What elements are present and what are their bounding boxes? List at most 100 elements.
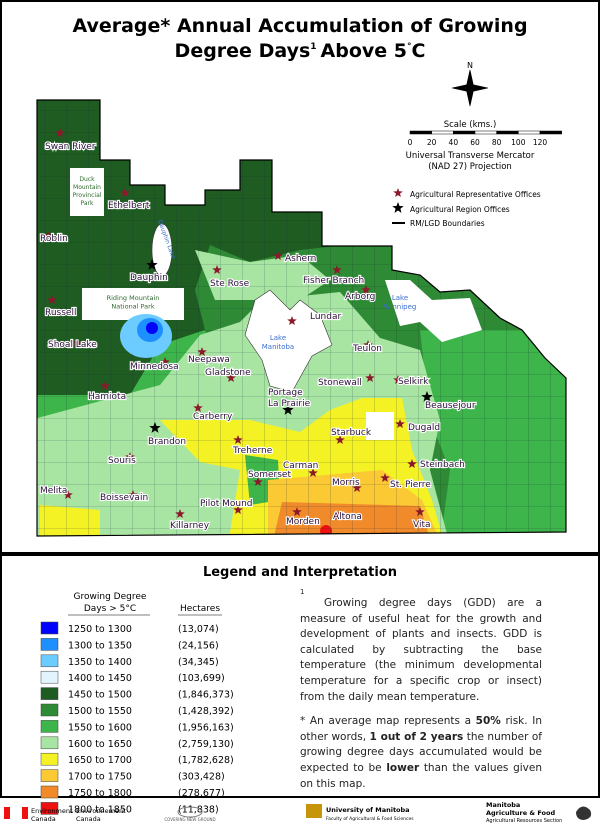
label: RM/LGD Boundaries	[410, 219, 485, 228]
label: Gladstone	[205, 368, 251, 378]
scale-seg	[496, 130, 519, 135]
lake	[244, 289, 333, 393]
title-part: Degree Days	[175, 40, 311, 62]
label: (278,677)	[178, 788, 225, 799]
title-part: °	[407, 42, 412, 52]
label: Stonewall	[318, 378, 362, 388]
label: Vita	[413, 520, 431, 530]
office-star	[380, 473, 390, 482]
label: Portage	[268, 388, 303, 398]
office-star	[63, 490, 73, 499]
label: Arborg	[345, 292, 375, 302]
label: Carman	[283, 461, 318, 471]
label: University of Manitoba	[326, 806, 410, 814]
label: 0	[408, 138, 413, 147]
text-run: * An average map represents a	[300, 715, 476, 728]
label: Manitoba	[486, 801, 520, 809]
label: Boissevain	[100, 493, 148, 503]
office-star	[100, 381, 110, 390]
label: (11,838)	[178, 804, 219, 815]
compass	[451, 69, 489, 107]
office-star	[273, 251, 283, 260]
scale-seg	[518, 130, 541, 135]
label: Souris	[108, 456, 136, 466]
office-star	[193, 403, 203, 412]
office-star	[352, 483, 362, 492]
swatch	[40, 769, 59, 782]
label: Starbuck	[331, 428, 372, 438]
label: Somerset	[248, 470, 291, 480]
title-part: 1	[310, 42, 316, 52]
office-star	[212, 265, 222, 274]
title-line: Degree Days1 Above 5°C	[175, 40, 426, 62]
park	[82, 288, 184, 320]
paragraph: Growing degree days (GDD) are a measure …	[300, 597, 542, 703]
office-star	[363, 340, 373, 349]
title-part: Above 5	[321, 40, 407, 62]
label: N	[467, 61, 473, 70]
swatch	[40, 638, 59, 651]
label: Dauphin	[130, 273, 168, 283]
scale-seg	[539, 130, 562, 135]
office-star	[146, 259, 158, 270]
office-star	[287, 316, 297, 325]
logo	[177, 806, 203, 818]
label: Days > 5°C	[84, 604, 136, 614]
label: (13,074)	[178, 624, 219, 635]
office-star	[128, 490, 138, 499]
label: Dugald	[408, 423, 440, 433]
label: Duck	[79, 176, 95, 183]
label: Ashern	[285, 254, 316, 264]
label: Manitoba	[262, 343, 294, 351]
label: 1550 to 1600	[68, 722, 132, 733]
flag	[10, 807, 22, 819]
text-run: 1 out of 2 years	[369, 730, 464, 743]
label: 1350 to 1400	[68, 657, 132, 668]
label: Agricultural Representative Offices	[410, 190, 541, 199]
label: Roblin	[40, 234, 68, 244]
label: (NAD 27) Projection	[428, 162, 512, 172]
office-star	[308, 468, 318, 477]
label: 60	[470, 138, 480, 147]
swatch	[40, 802, 59, 815]
label: Agricultural Resources Section	[486, 818, 562, 824]
label: Universal Transverse Mercator	[406, 151, 535, 161]
label: Morden	[286, 517, 320, 527]
label: Ethelbert	[108, 201, 150, 211]
office-star	[361, 285, 371, 294]
label: Hectares	[180, 604, 220, 614]
logo	[576, 806, 592, 820]
label: Swan River	[45, 142, 96, 152]
park	[70, 168, 104, 216]
label: Carberry	[193, 412, 233, 422]
label: Winnipeg	[384, 303, 417, 311]
office-star	[332, 265, 342, 274]
label: (1,782,628)	[178, 755, 234, 766]
label: 1450 to 1500	[68, 690, 132, 701]
footnote-marker: 1	[300, 588, 305, 596]
label: 1750 to 1800	[68, 788, 132, 799]
label: Altona	[333, 512, 362, 522]
swatch	[40, 654, 59, 668]
label: Legend and Interpretation	[203, 565, 397, 580]
label: 20	[427, 138, 437, 147]
text-run: than the values given on this map.	[300, 761, 542, 790]
label: 1650 to 1700	[68, 755, 132, 766]
label: 1250 to 1300	[68, 624, 132, 635]
office-star	[395, 419, 405, 428]
city	[366, 412, 394, 440]
label: Treherne	[232, 446, 273, 456]
label: Steinbach	[420, 460, 465, 470]
label: Canada	[76, 815, 101, 823]
label: Environnement	[76, 807, 126, 815]
label: Provincial	[73, 192, 102, 199]
logo	[306, 804, 322, 818]
paragraph: * An average map represents a 50% risk. …	[300, 714, 542, 792]
text-run: 50%	[475, 715, 501, 728]
label: Riding Mountain	[107, 294, 160, 302]
office-star	[120, 188, 130, 197]
swatch	[40, 687, 59, 700]
scale-seg	[474, 130, 497, 135]
label: Pilot Mound	[200, 499, 253, 509]
